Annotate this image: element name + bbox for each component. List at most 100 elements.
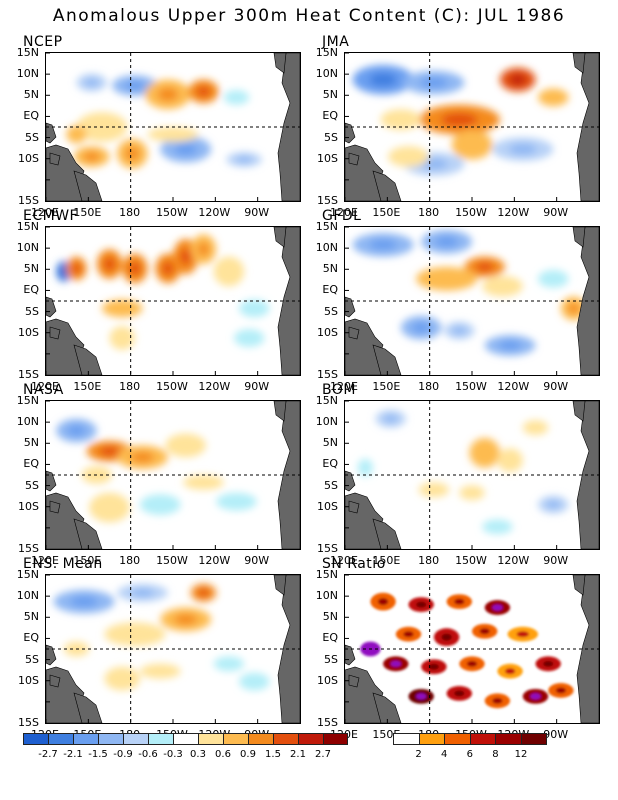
- colorbar-label: 2.7: [315, 749, 331, 760]
- data-blob-core: [197, 242, 210, 256]
- data-blob-core: [60, 266, 68, 277]
- colorbar-label: 12: [514, 749, 528, 760]
- colorbar-swatch: [520, 733, 547, 745]
- data-blob: [469, 438, 500, 468]
- x-tick-label: 150E: [372, 380, 401, 393]
- land-mass: [345, 470, 356, 492]
- data-blob-core: [466, 660, 478, 667]
- x-tick-label: 90W: [244, 206, 270, 219]
- x-tick-label: 90W: [543, 206, 569, 219]
- y-tick-label: 5S: [25, 304, 39, 318]
- map-panel: BOM 15N 10N 5N EQ 5S 10S 15S 120E 150E 180 150W 120W…: [304, 382, 600, 570]
- colorbar-label: 6: [466, 749, 473, 760]
- land-mass: [348, 326, 360, 340]
- data-blob-core: [174, 614, 198, 625]
- y-tick-label: 10N: [315, 241, 338, 255]
- data-blob: [233, 329, 265, 347]
- data-blob-core: [492, 697, 503, 704]
- anomaly-colorbar: [23, 733, 348, 745]
- land-mass: [73, 344, 103, 375]
- map-plot-area: [45, 226, 301, 376]
- y-tick-label: 5N: [322, 262, 338, 276]
- data-blob-core: [179, 248, 192, 265]
- y-tick-label: 15N: [315, 220, 338, 233]
- land-mass: [348, 674, 360, 688]
- land-mass: [345, 644, 356, 666]
- land-mass: [273, 227, 287, 248]
- map-svg: [46, 575, 300, 723]
- data-blob: [239, 672, 270, 691]
- data-blob: [213, 256, 245, 287]
- data-blob-core: [390, 660, 401, 667]
- map-plot-area: [45, 52, 301, 202]
- data-blob-core: [441, 633, 452, 641]
- y-tick-label: 15N: [16, 568, 39, 581]
- x-tick-label: 150E: [73, 206, 102, 219]
- x-tick-label: 120W: [497, 380, 530, 393]
- data-blob-core: [555, 687, 566, 694]
- data-blob-core: [369, 239, 397, 251]
- y-tick-label: 5S: [324, 652, 338, 666]
- data-blob-core: [452, 326, 467, 335]
- panel-title: BOM: [322, 382, 356, 398]
- colorbar-swatch: [495, 733, 521, 745]
- colorbar-label: -0.3: [163, 749, 183, 760]
- data-blob-core: [441, 112, 478, 127]
- panel-title: JMA: [322, 34, 350, 50]
- contour-layer: [53, 583, 270, 691]
- colorbar-swatch: [123, 733, 148, 745]
- data-blob-core: [454, 598, 465, 605]
- x-tick-label: 150W: [455, 380, 487, 393]
- colorbar-label: -2.7: [38, 749, 58, 760]
- x-tick-label: 120W: [497, 206, 530, 219]
- panel-title: SN Ratio: [322, 556, 386, 572]
- colorbar-swatch: [98, 733, 123, 745]
- data-blob: [357, 458, 373, 477]
- data-blob-core: [383, 414, 398, 423]
- map-panel: JMA 15N 10N 5N EQ 5S 10S 15S 120E 150E 180 150W 120W…: [304, 34, 600, 222]
- x-tick-label: 150E: [372, 554, 401, 567]
- data-blob-core: [67, 425, 86, 436]
- colorbar-swatch: [148, 733, 173, 745]
- x-tick-label: 180: [119, 206, 141, 219]
- panel-title: NCEP: [23, 34, 63, 50]
- map-svg: [46, 401, 300, 549]
- data-blob: [139, 494, 181, 515]
- x-tick-label: 150W: [156, 206, 188, 219]
- contour-layer: [357, 409, 569, 535]
- y-tick-label: 10N: [315, 415, 338, 429]
- y-tick-label: 10N: [16, 589, 39, 603]
- x-tick-label: 90W: [543, 380, 569, 393]
- land-mass: [46, 644, 57, 666]
- land-mass: [49, 500, 61, 514]
- y-tick-label: EQ: [322, 457, 338, 471]
- x-tick-label: 180: [418, 206, 440, 219]
- land-mass: [572, 401, 586, 422]
- land-mass: [49, 674, 61, 688]
- data-blob-core: [71, 263, 82, 274]
- colorbar-label: -2.1: [63, 749, 83, 760]
- y-tick-label: 10S: [18, 325, 39, 339]
- y-tick-label: 15S: [317, 541, 338, 555]
- colorbar-swatch: [298, 733, 323, 745]
- data-blob-core: [99, 446, 120, 456]
- colorbar-swatch: [393, 733, 419, 745]
- data-blob-core: [498, 340, 522, 351]
- y-tick-label: 5S: [25, 130, 39, 144]
- land-mass: [348, 152, 360, 166]
- data-blob-core: [84, 78, 99, 87]
- data-blob: [239, 299, 270, 318]
- x-tick-label: 180: [119, 380, 141, 393]
- data-blob: [538, 88, 569, 107]
- land-mass: [73, 518, 103, 549]
- data-blob: [223, 90, 250, 105]
- x-tick-label: 120E: [330, 206, 358, 219]
- y-tick-label: 10N: [315, 67, 338, 81]
- y-tick-label: EQ: [23, 283, 39, 297]
- y-tick-label: 15S: [317, 715, 338, 729]
- land-mass: [345, 122, 356, 144]
- data-blob-core: [196, 86, 211, 97]
- panel-title: ECMWF: [23, 208, 79, 224]
- y-tick-label: 5S: [324, 304, 338, 318]
- data-blob: [497, 448, 523, 473]
